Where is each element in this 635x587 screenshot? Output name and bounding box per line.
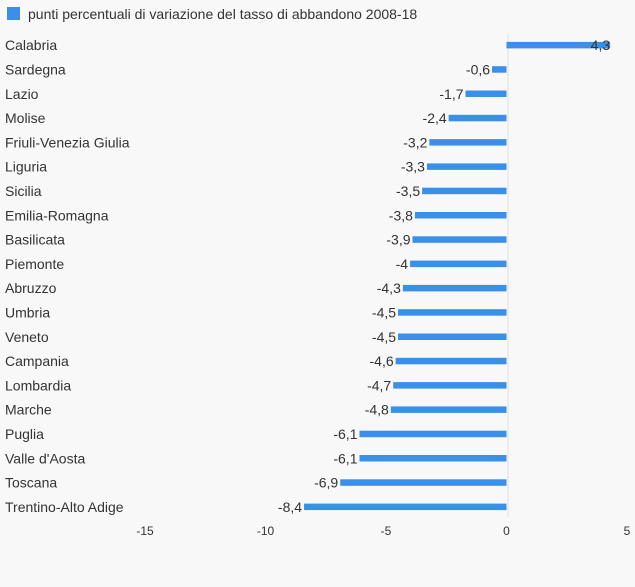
x-axis-ticks: -15 -10 -5 0 5 xyxy=(136,524,630,538)
value-label: -0,6 xyxy=(466,61,490,77)
bar-14[interactable] xyxy=(393,382,507,389)
category-label: Calabria xyxy=(5,37,57,53)
bar-4[interactable] xyxy=(429,139,507,146)
x-tick-label: -10 xyxy=(257,524,275,538)
value-label: -4,3 xyxy=(377,280,401,296)
category-label: Lombardia xyxy=(5,377,71,393)
bar-10[interactable] xyxy=(402,284,507,292)
category-label: Trentino-Alto Adige xyxy=(5,499,124,515)
value-label: -4,6 xyxy=(370,353,394,369)
bar-18[interactable] xyxy=(340,479,507,486)
value-label: -4,5 xyxy=(372,329,396,345)
value-label: -3,8 xyxy=(389,207,413,223)
category-label: Friuli-Venezia Giulia xyxy=(5,134,130,150)
value-label: -6,1 xyxy=(333,426,357,442)
value-label: -4 xyxy=(396,256,409,272)
bar-5[interactable] xyxy=(426,163,507,170)
x-tick-label: 0 xyxy=(503,524,510,538)
category-label: Lazio xyxy=(5,86,39,102)
bar-15[interactable] xyxy=(390,406,507,413)
category-label: Sicilia xyxy=(5,183,42,199)
category-label: Veneto xyxy=(5,329,49,345)
value-label: -8,4 xyxy=(278,499,302,515)
value-label: -4,8 xyxy=(365,402,389,418)
value-label: 4,3 xyxy=(591,37,611,53)
bar-11[interactable] xyxy=(398,309,507,316)
value-label: -3,5 xyxy=(396,183,420,199)
bar-19[interactable] xyxy=(304,503,507,511)
bar-6[interactable] xyxy=(422,187,507,195)
bar-13[interactable] xyxy=(395,357,507,365)
x-tick-label: -15 xyxy=(136,524,154,538)
value-label: -1,7 xyxy=(439,86,463,102)
bar-2[interactable] xyxy=(465,90,507,98)
bar-9[interactable] xyxy=(410,260,507,268)
category-label: Umbria xyxy=(5,304,50,320)
value-label: -3,2 xyxy=(403,134,427,150)
bars-layer xyxy=(304,41,611,511)
value-label: -3,3 xyxy=(401,159,425,175)
category-label: Molise xyxy=(5,110,46,126)
bar-0[interactable] xyxy=(506,41,611,49)
category-label: Emilia-Romagna xyxy=(5,207,109,223)
category-label: Piemonte xyxy=(5,256,64,272)
value-label: -3,9 xyxy=(386,232,410,248)
bar-17[interactable] xyxy=(359,455,507,462)
value-label: -6,1 xyxy=(333,450,357,466)
category-label: Campania xyxy=(5,353,69,369)
category-label: Marche xyxy=(5,402,52,418)
bar-12[interactable] xyxy=(398,333,507,341)
value-label: -4,5 xyxy=(372,304,396,320)
legend-label: punti percentuali di variazione del tass… xyxy=(28,6,417,22)
x-tick-label: 5 xyxy=(624,524,631,538)
labels-layer: Calabria 4,3 Sardegna -0,6 Lazio -1,7 Molise -2… xyxy=(5,37,610,515)
bar-1[interactable] xyxy=(492,66,507,73)
value-label: -2,4 xyxy=(423,110,447,126)
category-label: Puglia xyxy=(5,426,44,442)
category-label: Abruzzo xyxy=(5,280,57,296)
category-label: Liguria xyxy=(5,159,47,175)
legend-swatch[interactable] xyxy=(7,7,20,20)
value-label: -6,9 xyxy=(314,475,338,491)
bar-7[interactable] xyxy=(414,212,507,219)
category-label: Valle d'Aosta xyxy=(5,450,85,466)
value-label: -4,7 xyxy=(367,377,391,393)
category-label: Toscana xyxy=(5,475,57,491)
category-label: Basilicata xyxy=(5,232,65,248)
x-tick-label: -5 xyxy=(381,524,392,538)
bar-3[interactable] xyxy=(448,114,507,122)
bar-16[interactable] xyxy=(359,430,507,438)
category-label: Sardegna xyxy=(5,61,66,77)
bar-8[interactable] xyxy=(412,236,507,243)
